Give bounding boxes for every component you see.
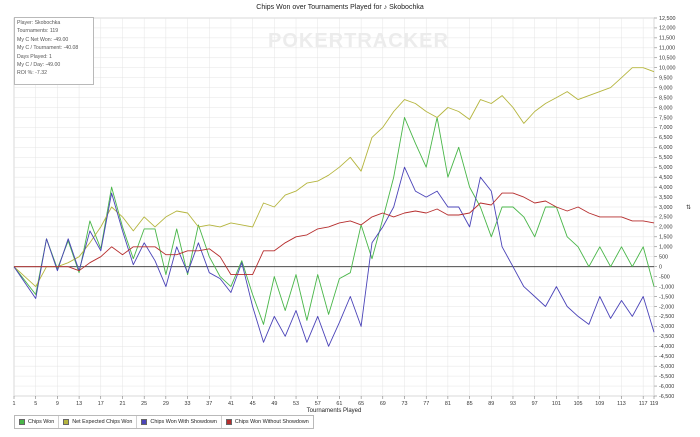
y-tick-label: -1,500 [659, 294, 674, 300]
y-tick-label: 9,500 [659, 75, 673, 81]
stats-line: My C Net Won: -49.00 [17, 36, 69, 43]
y-tick-label: 4,500 [659, 175, 673, 181]
x-tick-label: 119 [650, 401, 659, 407]
y-tick-label: 6,000 [659, 145, 673, 151]
chart-title: Chips Won over Tournaments Played for ♪ … [256, 4, 424, 11]
y-tick-label: 9,000 [659, 85, 673, 91]
stats-line: ROI %: -7.32 [17, 70, 47, 77]
x-tick-label: 65 [358, 401, 364, 407]
x-tick-label: 17 [98, 401, 104, 407]
stats-line: My C / Day: -49.00 [17, 62, 61, 69]
y-tick-label: 500 [659, 255, 668, 261]
y-tick-label: -3,500 [659, 334, 674, 340]
y-tick-label: 10,000 [659, 66, 676, 72]
x-tick-label: 101 [552, 401, 561, 407]
y-tick-label: 11,500 [659, 36, 675, 42]
legend-item-net-expected[interactable]: Net Expected Chips Won [59, 416, 138, 428]
legend-swatch [19, 419, 25, 425]
y-tick-label: -3,000 [659, 324, 674, 330]
y-tick-label: 2,500 [659, 215, 673, 221]
y-tick-label: 8,500 [659, 95, 673, 101]
y-tick-label: 12,000 [659, 26, 676, 32]
x-tick-label: 93 [510, 401, 516, 407]
y-tick-label: 12,500 [659, 16, 676, 22]
y-tick-label: -4,000 [659, 344, 674, 350]
x-tick-label: 49 [271, 401, 277, 407]
player-name: Skobochka [389, 4, 424, 11]
y-tick-label: -2,500 [659, 314, 674, 320]
y-tick-label: -6,000 [659, 384, 674, 390]
pokertracker-watermark: POKERTRACKER [268, 30, 449, 52]
y-tick-label: 5,000 [659, 165, 673, 171]
y-tick-label: -1,000 [659, 284, 674, 290]
legend-item-chips-won[interactable]: Chips Won [15, 416, 60, 428]
x-tick-label: 97 [532, 401, 538, 407]
x-tick-label: 81 [445, 401, 451, 407]
series-line-expected [13, 67, 655, 288]
x-tick-label: 57 [315, 401, 321, 407]
stats-line: My C / Tournament: -40.08 [17, 45, 79, 52]
stats-box: Player: Skobochka Tournaments: 119 My C … [14, 17, 94, 85]
x-tick-label: 41 [228, 401, 234, 407]
x-tick-label: 21 [119, 401, 125, 407]
x-tick-label: 53 [293, 401, 299, 407]
y-tick-label: 1,500 [659, 235, 673, 241]
legend-swatch [225, 419, 232, 425]
x-tick-label: 73 [402, 401, 408, 407]
y-tick-label: 11,000 [659, 46, 675, 52]
y-tick-label: 3,500 [659, 195, 673, 201]
x-tick-label: 61 [336, 401, 342, 407]
x-axis-label: Tournaments Played [307, 408, 362, 414]
y-tick-label: 0 [659, 264, 662, 270]
y-tick-label: 7,000 [659, 125, 673, 131]
x-tick-label: 37 [206, 401, 212, 407]
series-line-chips-won [13, 117, 655, 325]
y-tick-label: 3,000 [659, 205, 673, 211]
x-tick-label: 109 [595, 401, 604, 407]
x-tick-label: 5 [34, 401, 37, 407]
y-tick-label: 10,500 [659, 56, 676, 62]
y-tick-label: -5,500 [659, 374, 674, 380]
series-line-without-showdown [14, 192, 655, 276]
y-tick-label: 2,000 [659, 225, 673, 231]
x-tick-label: 25 [141, 401, 147, 407]
x-tick-label: 33 [185, 401, 191, 407]
y-tick-label: 1,000 [659, 245, 673, 251]
x-tick-label: 29 [163, 401, 169, 407]
y-tick-label: 7,500 [659, 115, 673, 121]
stats-line: Player: Skobochka [17, 20, 61, 26]
axis-scroll-icon: ⇅ [686, 204, 691, 211]
y-tick-label: -5,000 [659, 364, 674, 370]
x-tick-label: 89 [488, 401, 494, 407]
x-tick-label: 13 [76, 401, 82, 407]
y-tick-label: -500 [659, 274, 670, 280]
legend-item-with-showdown[interactable]: Chips Won With Showdown [137, 416, 222, 428]
legend-swatch [63, 419, 70, 425]
y-tick-label: -6,500 [659, 394, 674, 400]
y-tick-label: 4,000 [659, 185, 673, 191]
legend: Chips Won Net Expected Chips Won Chips W… [14, 415, 314, 429]
legend-swatch [141, 419, 148, 425]
x-tick-label: 1 [13, 401, 16, 407]
x-tick-label: 77 [423, 401, 429, 407]
x-tick-label: 113 [617, 401, 626, 407]
y-tick-label: 5,500 [659, 155, 673, 161]
stats-line: Days Played: 1 [17, 53, 52, 60]
x-tick-label: 69 [380, 401, 386, 407]
x-tick-label: 117 [639, 401, 648, 407]
y-tick-label: 8,000 [659, 105, 673, 111]
x-tick-label: 9 [56, 401, 59, 407]
y-tick-label: -2,000 [659, 304, 674, 310]
y-tick-label: -4,500 [659, 354, 674, 360]
y-tick-label: 6,500 [659, 135, 673, 141]
x-tick-label: 85 [467, 401, 473, 407]
legend-item-without-showdown[interactable]: Chips Won Without Showdown [222, 416, 313, 428]
chips-icon: ♪ [383, 4, 388, 11]
series-line-with-showdown [13, 166, 655, 347]
x-tick-label: 105 [574, 401, 583, 407]
stats-line: Tournaments: 119 [17, 28, 59, 35]
x-tick-label: 45 [250, 401, 256, 407]
